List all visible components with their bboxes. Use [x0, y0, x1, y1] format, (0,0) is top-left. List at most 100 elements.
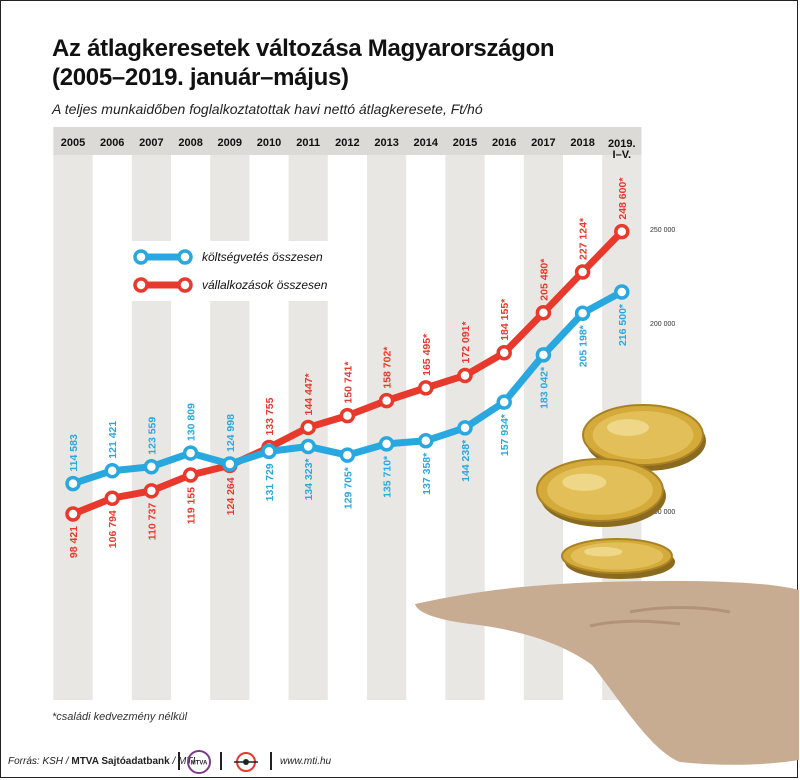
footer: Forrás: KSH / MTVA Sajtóadatbank / MTI M… [8, 750, 788, 774]
footnote: *családi kedvezmény nélkül [52, 711, 188, 723]
data-point-koltsegvetes [143, 458, 160, 475]
data-point-vallalkozasok [378, 392, 395, 409]
data-label-koltsegvetes: 137 358* [421, 452, 433, 495]
chart-subtitle: A teljes munkaidőben foglalkoztatottak h… [52, 101, 483, 117]
year-band [288, 127, 328, 700]
x-tick-label: 2018 [570, 137, 594, 149]
data-label-koltsegvetes: 205 198* [578, 324, 590, 367]
x-tick-label: 2008 [178, 137, 202, 149]
data-point-vallalkozasok [104, 490, 120, 506]
data-point-koltsegvetes [65, 475, 81, 492]
data-point-vallalkozasok [418, 380, 434, 396]
data-point-vallalkozasok [457, 367, 473, 384]
mtva-logo-text: MTVA [191, 761, 208, 767]
data-label-vallalkozasok: 227 124* [578, 217, 590, 260]
y-tick-label: 200 000 [650, 321, 675, 328]
data-point-vallalkozasok [339, 407, 356, 424]
year-band [53, 127, 93, 700]
data-label-koltsegvetes: 129 705* [342, 466, 354, 509]
data-label-koltsegvetes: 130 809 [186, 403, 198, 441]
coin-inner [570, 542, 664, 570]
data-label-koltsegvetes: 121 421 [107, 421, 119, 459]
data-point-koltsegvetes [574, 305, 591, 321]
data-point-koltsegvetes [614, 284, 630, 300]
x-tick-label: 2016 [492, 137, 516, 149]
coin-shine [562, 473, 607, 491]
coin-inner [547, 465, 653, 515]
data-label-vallalkozasok: 98 421 [68, 526, 80, 558]
legend-box [122, 241, 362, 301]
mtva-logo: MTVA [187, 750, 211, 774]
data-label-koltsegvetes: 123 559 [146, 417, 158, 455]
data-point-vallalkozasok [614, 223, 630, 240]
data-point-vallalkozasok [182, 467, 199, 483]
footer-divider [270, 752, 272, 770]
x-tick-label: 2019. I–V. [608, 138, 636, 161]
data-point-vallalkozasok [143, 483, 160, 499]
data-point-vallalkozasok [535, 304, 552, 321]
data-label-vallalkozasok: 150 741* [342, 361, 354, 404]
x-tick-label: 2010 [257, 137, 281, 149]
legend-label-koltsegvetes: költségvetés összesen [202, 250, 323, 264]
data-point-koltsegvetes [339, 447, 356, 463]
source-bold: MTVA Sajtóadatbank [71, 756, 170, 767]
y-tick-label: 100 000 [650, 509, 675, 516]
data-label-koltsegvetes: 131 729 [264, 463, 276, 501]
year-band [367, 127, 407, 700]
legend-marker-vallalkozasok [177, 277, 193, 293]
coin-inner [592, 411, 694, 459]
coin-middle [536, 458, 666, 527]
data-label-koltsegvetes: 144 238* [460, 439, 472, 482]
x-tick-label: 2011 [296, 137, 320, 149]
data-label-vallalkozasok: 106 794 [107, 510, 119, 548]
data-point-vallalkozasok [574, 264, 591, 280]
coin-top [582, 404, 706, 471]
website-link: www.mti.hu [280, 756, 332, 767]
data-point-vallalkozasok [65, 506, 81, 522]
data-point-koltsegvetes [378, 436, 395, 452]
data-point-koltsegvetes [222, 456, 238, 472]
legend-label-vallalkozasok: vállalkozások összesen [202, 278, 328, 292]
hand-finger-line [629, 606, 731, 614]
x-tick-label: 2005 [61, 137, 85, 149]
footer-divider [178, 752, 180, 770]
data-point-vallalkozasok [496, 345, 512, 361]
x-tick-label: 2017 [531, 137, 555, 149]
x-tick-label: 2014 [414, 137, 439, 149]
data-label-vallalkozasok: 248 600* [617, 177, 629, 220]
data-label-koltsegvetes: 157 934* [499, 413, 511, 456]
data-label-vallalkozasok: 110 737 [146, 503, 158, 541]
year-header-strip [53, 127, 642, 155]
data-label-koltsegvetes: 114 583 [68, 434, 80, 472]
data-label-vallalkozasok: 133 755 [264, 397, 276, 435]
coin-bottom [561, 538, 675, 579]
data-point-koltsegvetes [300, 438, 316, 455]
legend-marker-koltsegvetes [133, 249, 149, 265]
data-point-koltsegvetes [104, 462, 120, 479]
source-suffix: / MTI [169, 756, 196, 767]
x-tick-label: 2009 [218, 137, 242, 149]
year-band [131, 127, 171, 700]
data-point-koltsegvetes [496, 394, 512, 410]
chart-title-line-2: (2005–2019. január–május) [52, 64, 349, 91]
x-tick-label: 2007 [139, 137, 163, 149]
data-label-vallalkozasok: 205 480* [538, 258, 550, 301]
x-tick-label: 2015 [453, 137, 477, 149]
source-credit: Forrás: KSH / MTVA Sajtóadatbank / MTI [8, 756, 195, 767]
legend-marker-koltsegvetes [177, 249, 193, 265]
data-label-vallalkozasok: 119 155 [186, 487, 198, 525]
data-label-vallalkozasok: 158 702* [382, 346, 394, 389]
data-label-vallalkozasok: 144 447* [303, 372, 315, 415]
footer-divider [220, 752, 222, 770]
data-label-koltsegvetes: 216 500* [617, 303, 629, 346]
x-tick-label: 2006 [100, 137, 124, 149]
source-prefix: Forrás: KSH / [8, 756, 72, 767]
data-point-koltsegvetes [535, 347, 552, 363]
x-tick-label: 2012 [335, 137, 359, 149]
chart-title-line-1: Az átlagkeresetek változása Magyarország… [52, 35, 555, 62]
data-label-koltsegvetes: 134 323* [303, 458, 315, 501]
data-label-vallalkozasok: 184 155* [499, 298, 511, 341]
data-label-vallalkozasok: 172 091* [460, 321, 472, 364]
